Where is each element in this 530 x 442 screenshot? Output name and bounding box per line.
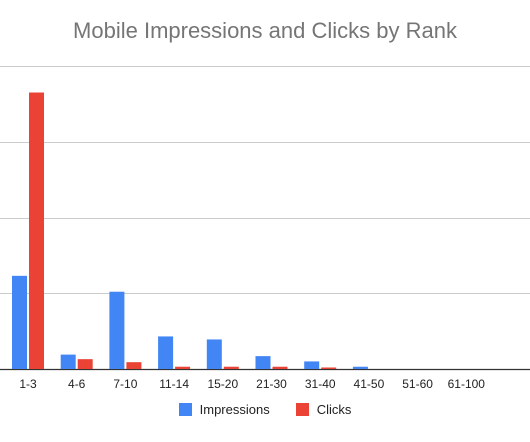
x-tick-label: 11-14 <box>159 377 189 391</box>
legend-swatch-impressions <box>178 403 192 416</box>
bar-impressions-31-40 <box>304 361 320 369</box>
x-tick-label: 15-20 <box>207 377 238 391</box>
x-tick-label: 7-10 <box>113 377 137 391</box>
bar-impressions-7-10 <box>109 291 125 369</box>
bar-impressions-11-14 <box>158 336 174 369</box>
x-tick-label: 51-60 <box>402 377 433 391</box>
x-tick-label: 31-40 <box>305 377 336 391</box>
bar-clicks-31-40 <box>321 367 337 369</box>
bar-clicks-11-14 <box>175 366 191 369</box>
legend-swatch-clicks <box>295 403 309 416</box>
x-tick-label: 61-100 <box>448 377 486 391</box>
bar-clicks-21-30 <box>272 366 288 369</box>
bar-clicks-15-20 <box>223 366 239 369</box>
bar-impressions-21-30 <box>255 356 271 369</box>
legend-label-clicks: Clicks <box>316 402 352 417</box>
legend-item-impressions: Impressions <box>178 402 270 417</box>
bar-impressions-1-3 <box>12 275 27 369</box>
chart-title: Mobile Impressions and Clicks by Rank <box>73 18 457 43</box>
bar-impressions-4-6 <box>60 354 76 369</box>
x-tick-label: 21-30 <box>256 377 287 391</box>
legend: Impressions Clicks <box>0 402 530 417</box>
x-tick-label: 4-6 <box>68 377 86 391</box>
x-tick-label: 1-3 <box>19 377 37 391</box>
legend-label-impressions: Impressions <box>199 402 270 417</box>
bar-clicks-4-6 <box>77 359 93 369</box>
legend-item-clicks: Clicks <box>295 402 352 417</box>
x-tick-label: 41-50 <box>354 377 385 391</box>
bar-clicks-1-3 <box>29 92 44 369</box>
bar-clicks-7-10 <box>126 362 142 369</box>
bar-impressions-41-50 <box>352 366 368 369</box>
bar-impressions-15-20 <box>206 339 222 369</box>
